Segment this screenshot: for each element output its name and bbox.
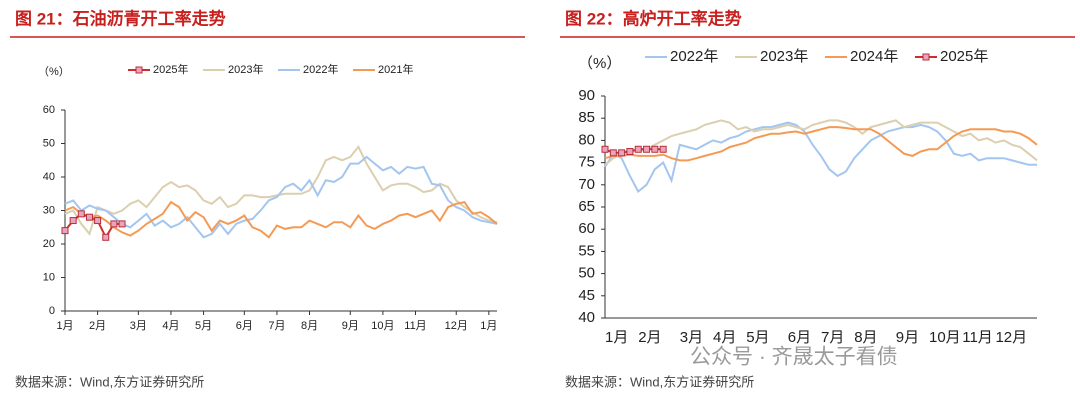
point-marker bbox=[626, 148, 634, 155]
point-marker bbox=[85, 213, 93, 221]
y-tick-label: 85 bbox=[578, 109, 595, 126]
x-tick-label: 6月 bbox=[788, 329, 811, 346]
y-tick-label: 90 bbox=[578, 87, 595, 104]
x-tick-label: 9月 bbox=[342, 320, 359, 332]
point-marker bbox=[618, 149, 626, 157]
y-axis-label: （%） bbox=[578, 55, 621, 72]
point-marker bbox=[69, 217, 77, 225]
y-tick-label: 10 bbox=[43, 271, 55, 283]
legend-label: 2023年 bbox=[228, 62, 263, 76]
y-tick-label: 50 bbox=[578, 265, 595, 282]
x-tick-label: 12月 bbox=[995, 329, 1027, 346]
point-marker bbox=[102, 233, 110, 241]
legend-marker bbox=[135, 66, 143, 74]
series-line bbox=[604, 126, 1038, 162]
series-line bbox=[64, 155, 498, 239]
y-axis-label: （%） bbox=[38, 65, 70, 78]
legend-label: 2021年 bbox=[378, 62, 413, 76]
legend-marker bbox=[922, 53, 930, 61]
watermark: 公众号 · 齐晟太子看债 bbox=[690, 346, 898, 369]
point-marker bbox=[118, 220, 126, 228]
point-marker bbox=[601, 145, 609, 153]
x-tick-label: 2月 bbox=[638, 329, 661, 346]
legend-label: 2024年 bbox=[850, 48, 898, 65]
series-line bbox=[604, 119, 1038, 166]
chart-title: 图 22：高炉开工率走势 bbox=[565, 8, 742, 28]
point-marker bbox=[94, 217, 102, 225]
x-tick-label: 3月 bbox=[680, 329, 703, 346]
y-tick-label: 40 bbox=[578, 309, 595, 326]
point-marker bbox=[634, 145, 642, 153]
x-tick-label: 6月 bbox=[236, 320, 253, 332]
y-tick-label: 65 bbox=[578, 198, 595, 215]
series-line bbox=[604, 121, 1037, 194]
x-tick-label: 2月 bbox=[89, 320, 106, 332]
chart-title: 图 21：石油沥青开工率走势 bbox=[15, 8, 226, 28]
series-line bbox=[64, 200, 498, 239]
y-tick-label: 45 bbox=[578, 287, 595, 304]
y-tick-label: 75 bbox=[578, 154, 595, 171]
y-tick-label: 40 bbox=[43, 171, 55, 183]
x-tick-label: 3月 bbox=[130, 320, 147, 332]
x-tick-label: 7月 bbox=[268, 320, 285, 332]
y-tick-label: 50 bbox=[43, 137, 55, 149]
y-tick-label: 70 bbox=[578, 176, 595, 193]
x-tick-label: 12月 bbox=[445, 320, 468, 332]
y-tick-label: 0 bbox=[49, 305, 55, 317]
x-tick-label: 4月 bbox=[713, 329, 736, 346]
legend-label: 2025年 bbox=[153, 62, 188, 76]
point-marker bbox=[110, 220, 118, 228]
x-tick-label: 8月 bbox=[301, 320, 318, 332]
x-tick-label: 11月 bbox=[962, 329, 993, 346]
y-tick-label: 55 bbox=[578, 242, 595, 259]
point-marker bbox=[659, 145, 667, 153]
x-tick-label: 5月 bbox=[746, 329, 769, 346]
y-tick-label: 60 bbox=[578, 220, 595, 237]
y-tick-label: 80 bbox=[578, 131, 595, 148]
source: 数据来源：Wind,东方证券研究所 bbox=[15, 374, 204, 389]
y-tick-label: 30 bbox=[43, 204, 55, 216]
x-tick-label: 1月 bbox=[56, 320, 73, 332]
series-line bbox=[64, 144, 498, 236]
x-tick-label: 1月 bbox=[480, 320, 497, 332]
legend-label: 2022年 bbox=[670, 48, 718, 65]
x-tick-label: 11月 bbox=[404, 320, 426, 332]
legend-label: 2023年 bbox=[760, 48, 808, 65]
x-tick-label: 1月 bbox=[605, 329, 628, 346]
point-marker bbox=[609, 149, 617, 157]
y-tick-label: 60 bbox=[43, 104, 55, 116]
x-tick-label: 4月 bbox=[162, 320, 179, 332]
x-tick-label: 9月 bbox=[896, 329, 919, 346]
x-tick-label: 5月 bbox=[195, 320, 212, 332]
point-marker bbox=[77, 210, 85, 218]
y-tick-label: 20 bbox=[43, 238, 55, 250]
x-tick-label: 8月 bbox=[854, 329, 877, 346]
source: 数据来源：Wind,东方证券研究所 bbox=[565, 374, 754, 389]
point-marker bbox=[643, 145, 651, 153]
legend-label: 2022年 bbox=[303, 62, 338, 76]
x-tick-label: 10月 bbox=[929, 329, 961, 346]
x-tick-label: 7月 bbox=[821, 329, 844, 346]
x-tick-label: 10月 bbox=[371, 320, 394, 332]
legend-label: 2025年 bbox=[940, 48, 988, 65]
point-marker bbox=[651, 145, 659, 153]
point-marker bbox=[61, 227, 69, 235]
